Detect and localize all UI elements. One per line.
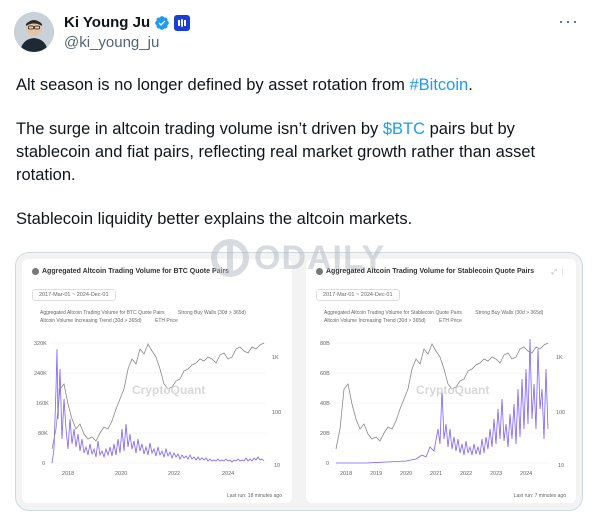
y-tick-label: 160K [36,401,49,407]
x-tick-label: 2019 [370,471,382,477]
y-right-tick-label: 100 [272,410,281,416]
chart-footer: Last run: 7 minutes ago [513,493,566,499]
odaily-watermark-text: ODAILY [254,238,386,277]
author-name[interactable]: Ki Young Ju [64,14,151,31]
eth-price-series [335,342,549,450]
y-right-tick-label: 10 [558,463,564,469]
author-handle[interactable]: @ki_young_ju [64,34,160,51]
verified-badge-icon [155,15,169,30]
cryptoquant-watermark: CryptoQuant [132,383,206,397]
x-tick-label: 2024 [222,471,234,477]
author-name-row[interactable]: Ki Young Ju [64,14,191,31]
chart-author-icon [32,268,39,275]
x-tick-label: 2018 [62,471,74,477]
chart-title-text: Aggregated Altcoin Trading Volume for BT… [42,268,230,275]
cryptoquant-watermark: CryptoQuant [416,383,490,397]
y-tick-label: 80B [320,341,330,347]
legend-item: Strong Buy Walls (30d > 365d) [475,310,544,316]
date-range-selector: 2017-Mar-01 ~ 2024-Dec-01 [32,289,116,301]
chart-title-text: Aggregated Altcoin Trading Volume for St… [326,268,535,275]
stablecoin-pairs-chart: 80B 60B 40B 20B 0 1K 100 10 2018 2019 20… [320,338,565,477]
affiliate-org-icon[interactable] [174,14,191,31]
y-tick-label: 320K [34,341,47,347]
legend-item: ETH Price [438,318,462,324]
y-right-tick-label: 1K [272,355,279,361]
text-segment: Alt season is no longer defined by asset… [16,76,410,94]
legend-item: Strong Buy Walls (30d > 365d) [177,310,246,316]
legend-item: ETH Price [154,318,178,324]
chart-legend: Aggregated Altcoin Trading Volume for St… [324,309,574,325]
y-tick-label: 0 [42,461,45,467]
x-tick-label: 2021 [430,471,442,477]
y-tick-label: 60B [320,371,330,377]
btc-volume-series [51,348,265,464]
x-tick-label: 2024 [520,471,532,477]
chart-footer: Last run: 18 minutes ago [226,493,282,499]
cashtag-btc-link[interactable]: $BTC [382,120,426,138]
legend-item: Altcoin Volume Increasing Trend (30d > 3… [324,318,426,324]
chart-gridlines [50,342,267,464]
y-tick-label: 20B [320,431,330,437]
chart-legend: Aggregated Altcoin Trading Volume for BT… [40,309,290,325]
x-tick-label: 2023 [490,471,502,477]
y-right-tick-label: 100 [556,410,565,416]
legend-item: Aggregated Altcoin Trading Volume for BT… [40,310,165,316]
y-right-tick-label: 10 [274,463,280,469]
x-tick-label: 2020 [400,471,412,477]
legend-item: Altcoin Volume Increasing Trend (30d > 3… [40,318,142,324]
x-tick-label: 2018 [340,471,352,477]
chart-panel-stablecoin-pairs: Aggregated Altcoin Trading Volume for St… [306,259,576,503]
tweet-paragraph-3: Stablecoin liquidity better explains the… [16,210,413,228]
chart-author-icon [316,268,323,275]
hashtag-bitcoin-link[interactable]: #Bitcoin [409,76,469,94]
chart-title: Aggregated Altcoin Trading Volume for St… [316,268,534,275]
tweet-text: Alt season is no longer defined by asset… [16,74,586,252]
chart-toolbar-icons: ⤢ ⋮ [551,269,566,276]
odaily-logo-icon [211,239,249,277]
x-tick-label: 2020 [115,471,127,477]
author-avatar[interactable] [14,12,54,52]
odaily-watermark: ODAILY [210,238,385,278]
date-range-selector: 2017-Mar-01 ~ 2024-Dec-01 [316,289,400,301]
y-tick-label: 0 [326,461,329,467]
tweet-paragraph-1: Alt season is no longer defined by asset… [16,74,586,97]
more-options-icon[interactable]: ··· [558,11,579,31]
text-segment: The surge in altcoin trading volume isn’… [16,120,383,138]
legend-item: Aggregated Altcoin Trading Volume for St… [324,310,462,316]
chart-title: Aggregated Altcoin Trading Volume for BT… [32,268,229,275]
y-tick-label: 40B [320,401,330,407]
text-segment: . [468,76,473,94]
stablecoin-volume-series [336,338,549,464]
x-tick-label: 2022 [460,471,472,477]
y-tick-label: 240K [34,371,47,377]
btc-pairs-chart: 320K 240K 160K 80K 0 1K 100 10 2018 2020… [34,341,281,477]
tweet-paragraph-2: The surge in altcoin trading volume isn’… [16,118,586,187]
x-tick-label: 2022 [168,471,180,477]
chart-panel-btc-pairs: Aggregated Altcoin Trading Volume for BT… [22,259,292,503]
tweet-media-image[interactable]: Aggregated Altcoin Trading Volume for BT… [15,252,583,511]
eth-price-series [51,342,265,450]
text-segment: pairs but by stablecoin and fiat pairs, … [16,120,536,184]
y-right-tick-label: 1K [556,355,563,361]
y-tick-label: 80K [38,431,48,437]
